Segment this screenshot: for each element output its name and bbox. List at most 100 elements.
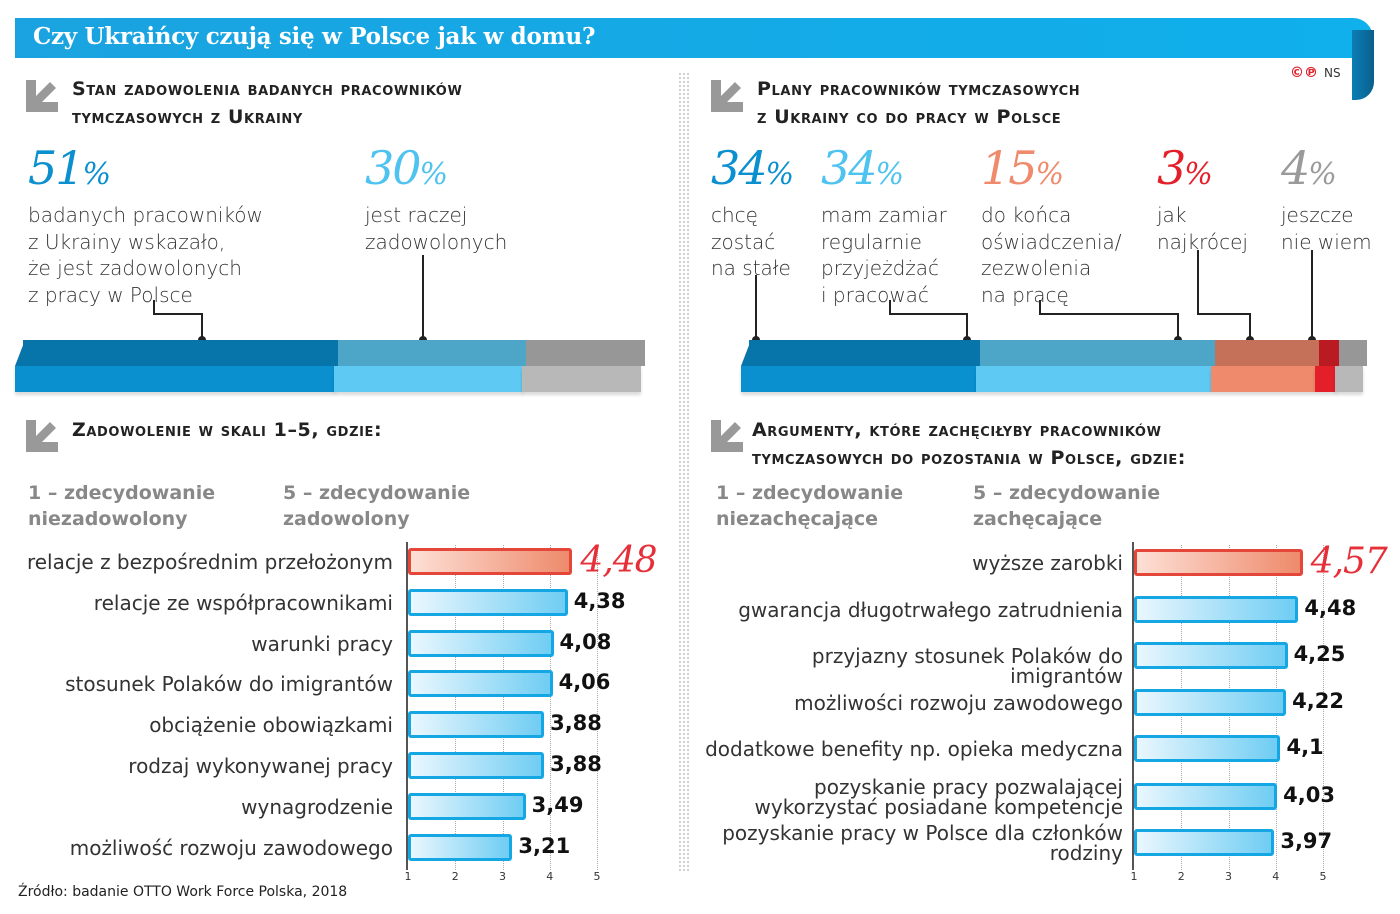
plans-stack-segment bbox=[1314, 366, 1336, 392]
percent-description: jak najkrócej bbox=[1157, 203, 1248, 254]
plans-stack-segment bbox=[975, 366, 1212, 392]
percent-value: 34% bbox=[711, 143, 794, 200]
percent-number: 4 bbox=[1281, 141, 1310, 195]
legend-high: 5 – zdecydowanie zachęcające bbox=[973, 482, 1161, 530]
plans-stack-segment-top bbox=[1214, 340, 1319, 366]
percent-number: 51 bbox=[28, 141, 85, 195]
bar bbox=[408, 589, 568, 616]
dotted-separator bbox=[678, 72, 690, 872]
author: NS bbox=[1324, 66, 1341, 80]
percent-number: 15 bbox=[981, 141, 1038, 195]
percent-number: 34 bbox=[821, 141, 878, 195]
bar-label: warunki pracy bbox=[251, 632, 393, 656]
plans-stack-bevel bbox=[741, 340, 751, 366]
axis-tick-label: 3 bbox=[1225, 870, 1232, 883]
bar bbox=[1134, 642, 1288, 669]
bar bbox=[1134, 735, 1281, 762]
bar-label: relacje ze współpracownikami bbox=[93, 591, 393, 615]
bar bbox=[408, 711, 545, 738]
bar-value-label: 3,49 bbox=[531, 793, 584, 817]
percent-unit: % bbox=[875, 157, 904, 192]
satisfaction-stack-segment bbox=[334, 366, 523, 392]
gridline bbox=[597, 545, 598, 870]
bar-label: możliwość rozwoju zawodowego bbox=[69, 836, 393, 860]
plans-stack-segment bbox=[1335, 366, 1364, 392]
satisfaction-stack-segment bbox=[522, 366, 642, 392]
percent-item: 30% jest raczej zadowolonych bbox=[365, 143, 507, 255]
bar-label: możliwości rozwoju zawodowego bbox=[794, 691, 1123, 715]
bar-value-label: 4,25 bbox=[1293, 642, 1346, 666]
arrow-icon bbox=[26, 80, 58, 112]
percent-item: 34% chcę zostać na stałe bbox=[711, 143, 794, 282]
percent-number: 30 bbox=[365, 141, 422, 195]
bar-value-label: 4,06 bbox=[558, 670, 611, 694]
bar bbox=[408, 670, 553, 697]
gridline bbox=[502, 545, 504, 870]
bar-value-label: 3,97 bbox=[1280, 829, 1333, 853]
page-title: Czy Ukraińcy czują się w Polsce jak w do… bbox=[33, 23, 596, 50]
bar bbox=[1134, 689, 1287, 716]
source-note: Źródło: badanie OTTO Work Force Polska, … bbox=[18, 884, 348, 900]
percent-description: jest raczej zadowolonych bbox=[365, 203, 508, 254]
section-heading-satisfaction: Stan zadowolenia badanych pracowników tym… bbox=[72, 75, 462, 131]
bar-label: wyższe zarobki bbox=[972, 551, 1123, 575]
copyright: ©℗ NS bbox=[1290, 65, 1341, 81]
bar bbox=[408, 793, 526, 820]
heading-line: z Ukrainy co do pracy w Polsce bbox=[757, 106, 1062, 128]
axis-tick-label: 1 bbox=[404, 870, 412, 883]
plans-stack-segment-top bbox=[1339, 340, 1367, 366]
heading-line: Plany pracowników tymczasowych bbox=[757, 78, 1081, 100]
axis-line bbox=[1132, 542, 1134, 870]
satisfaction-stack-segment-top bbox=[23, 340, 339, 366]
legend-high: 5 – zdecydowanie zadowolony bbox=[283, 482, 471, 530]
section-heading-plans: Plany pracowników tymczasowych z Ukrainy … bbox=[757, 75, 1080, 131]
axis-tick-label: 2 bbox=[1177, 870, 1185, 883]
bar-value-label: 3,88 bbox=[550, 711, 602, 735]
arrow-icon bbox=[711, 80, 743, 112]
bar-label: obciążenie obowiązkami bbox=[149, 713, 393, 737]
percent-description: do końca oświadczenia/ zezwolenia na pra… bbox=[981, 203, 1122, 307]
percent-unit: % bbox=[419, 157, 448, 192]
heading-line: tymczasowych z Ukrainy bbox=[72, 106, 303, 128]
percent-unit: % bbox=[82, 157, 111, 192]
percent-item: 4% jeszcze nie wiem bbox=[1281, 143, 1372, 255]
percent-unit: % bbox=[1035, 157, 1064, 192]
bar-value-label: 4,1 bbox=[1286, 735, 1324, 759]
bar-label: stosunek Polaków do imigrantów bbox=[65, 672, 393, 696]
legend-low: 1 – zdecydowanie niezachęcające bbox=[716, 482, 904, 530]
bar bbox=[408, 834, 513, 861]
bar-label: wynagrodzenie bbox=[241, 795, 393, 819]
satisfaction-stack-segment-top bbox=[338, 340, 527, 366]
axis-tick-label: 5 bbox=[593, 870, 601, 883]
section-heading-scale: Zadowolenie w skali 1–5, gdzie: bbox=[72, 419, 383, 441]
percent-unit: % bbox=[1308, 157, 1336, 192]
bar-label: pozyskanie pracy w Polsce dla członków r… bbox=[722, 821, 1123, 865]
plans-stack-segment-top bbox=[749, 340, 980, 366]
corner-decoration bbox=[1352, 30, 1374, 100]
bar bbox=[1134, 549, 1303, 576]
bar bbox=[1134, 783, 1278, 810]
plans-stack-segment-top bbox=[1318, 340, 1340, 366]
bar-label: relacje z bezpośrednim przełożonym bbox=[26, 550, 393, 574]
bar bbox=[408, 548, 573, 575]
bar-label: gwarancja długotrwałego zatrudnienia bbox=[738, 598, 1123, 622]
bar-label: pozyskanie pracy pozwalającej wykorzysta… bbox=[754, 775, 1123, 819]
axis-tick-label: 4 bbox=[1272, 870, 1280, 883]
gridline bbox=[1323, 545, 1324, 870]
copyright-icon: ©℗ bbox=[1290, 65, 1318, 81]
bar bbox=[1134, 829, 1275, 856]
bar-value-label: 4,48 bbox=[580, 540, 657, 581]
plans-stack-segment bbox=[1210, 366, 1316, 392]
plans-stack-segment bbox=[741, 366, 977, 392]
percent-item: 34% mam zamiar regularnie przyjeżdżać i p… bbox=[821, 143, 947, 308]
axis-tick-label: 4 bbox=[546, 870, 554, 883]
axis-tick-label: 1 bbox=[1130, 870, 1138, 883]
percent-number: 3 bbox=[1157, 141, 1186, 195]
percent-description: chcę zostać na stałe bbox=[711, 203, 791, 280]
satisfaction-stack-segment-top bbox=[526, 340, 645, 366]
gridline bbox=[549, 545, 551, 870]
percent-unit: % bbox=[1184, 157, 1212, 192]
satisfaction-stack-segment bbox=[15, 366, 335, 392]
bar-label: rodzaj wykonywanej pracy bbox=[128, 754, 393, 778]
percent-value: 34% bbox=[821, 143, 947, 200]
